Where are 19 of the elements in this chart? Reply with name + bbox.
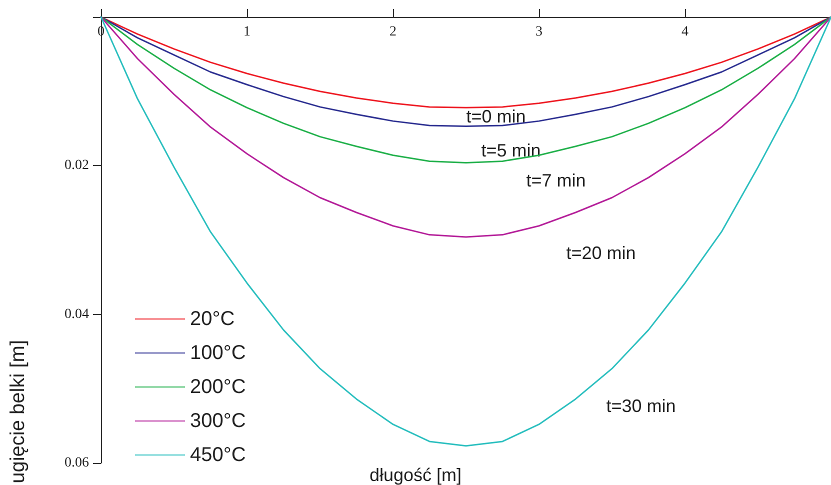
x-tick-label: 2 [390, 24, 396, 40]
y-tick-label: 0.06 [64, 456, 89, 470]
x-axis-title: długość [m] [369, 465, 462, 485]
annotation: t=20 min [566, 243, 636, 264]
x-tick-label: 1 [244, 24, 250, 40]
x-tick-label: 3 [536, 24, 542, 40]
annotation: t=0 min [466, 106, 526, 127]
legend-label: 100°C [190, 342, 246, 364]
y-axis-title: ugięcie belki [m] [7, 340, 29, 484]
annotation: t=7 min [526, 170, 586, 191]
legend-label: 300°C [190, 410, 246, 432]
legend-label: 200°C [190, 376, 246, 398]
legend-label: 20°C [190, 308, 235, 330]
annotation: t=5 min [481, 140, 541, 160]
y-tick-label: 0.02 [64, 158, 89, 174]
legend-label: 450°C [190, 444, 246, 466]
annotation: t=30 min [606, 396, 676, 416]
x-tick-label: 4 [682, 24, 688, 40]
y-tick-label: 0.04 [64, 306, 89, 322]
